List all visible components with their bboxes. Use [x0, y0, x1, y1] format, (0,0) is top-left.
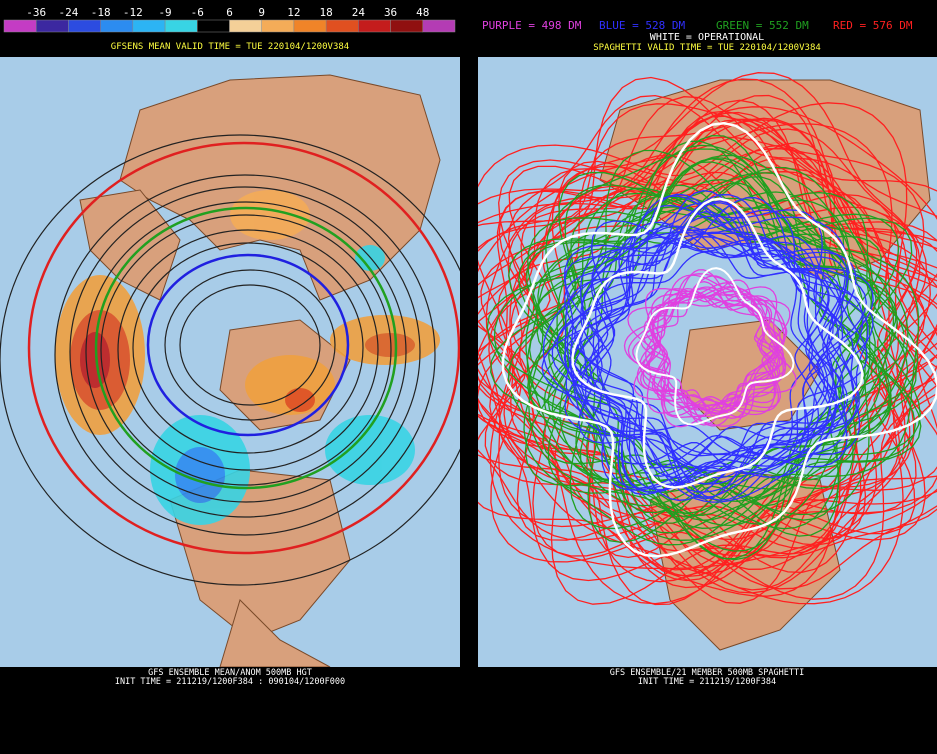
colorbar-swatch — [4, 20, 36, 32]
colorbar-swatch — [423, 20, 455, 32]
legend-operational: WHITE = OPERATIONAL — [650, 32, 764, 43]
legend-entry: BLUE = 528 DM — [599, 19, 685, 32]
footer-text: INIT TIME = 211219/1200F384 — [638, 677, 776, 687]
colorbar-swatch — [36, 20, 68, 32]
legend-entry: PURPLE = 498 DM — [482, 19, 582, 32]
colorbar-swatch — [294, 20, 326, 32]
colorbar-label: 36 — [384, 6, 397, 19]
colorbar-label: -9 — [158, 6, 171, 19]
colorbar-label: 9 — [258, 6, 265, 19]
footer-text: INIT TIME = 211219/1200F384 : 090104/120… — [115, 677, 345, 687]
colorbar-swatch — [262, 20, 294, 32]
colorbar-swatch — [101, 20, 133, 32]
colorbar-swatch — [358, 20, 390, 32]
colorbar-label: 48 — [416, 6, 429, 19]
colorbar-swatch — [230, 20, 262, 32]
left-map — [0, 57, 480, 667]
colorbar-label: -36 — [26, 6, 46, 19]
map-title: SPAGHETTI VALID TIME = TUE 220104/1200V3… — [593, 43, 821, 53]
right-map — [423, 57, 937, 667]
colorbar-label: -6 — [191, 6, 204, 19]
colorbar-label: -12 — [123, 6, 143, 19]
colorbar-label: 24 — [352, 6, 366, 19]
colorbar-label: -24 — [58, 6, 78, 19]
colorbar-swatch — [165, 20, 197, 32]
colorbar-swatch — [326, 20, 358, 32]
colorbar-label: 6 — [226, 6, 233, 19]
colorbar-label: 12 — [287, 6, 300, 19]
colorbar-swatch — [391, 20, 423, 32]
map-title: GFSENS MEAN VALID TIME = TUE 220104/1200… — [111, 42, 349, 52]
legend-entry: GREEN = 552 DM — [716, 19, 809, 32]
legend-entry: RED = 576 DM — [833, 19, 913, 32]
colorbar-label: -18 — [91, 6, 111, 19]
colorbar-swatch — [197, 20, 229, 32]
colorbar-label: 18 — [320, 6, 333, 19]
colorbar-swatch — [68, 20, 100, 32]
colorbar-swatch — [133, 20, 165, 32]
